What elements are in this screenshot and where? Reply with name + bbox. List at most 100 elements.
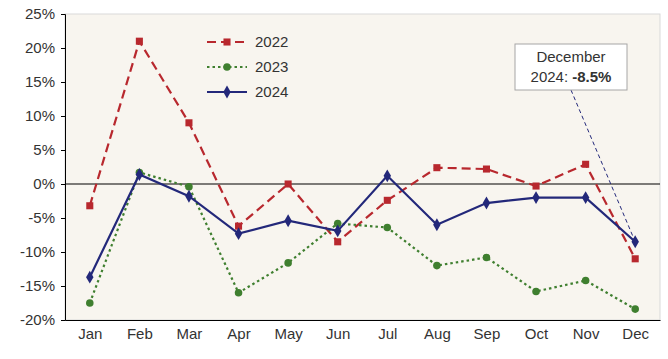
series-marker [582, 277, 590, 285]
x-tick-label: Jun [326, 325, 350, 342]
annotation-text: December [536, 48, 605, 65]
series-marker [433, 218, 440, 231]
x-axis-line [66, 320, 661, 321]
y-tick-mark [61, 286, 65, 287]
x-tick: Jul [378, 320, 397, 342]
x-tick: Sep [474, 320, 501, 342]
y-tick-label: 25% [25, 5, 55, 22]
x-tick-label: Nov [573, 325, 600, 342]
series-marker [185, 119, 192, 126]
series-marker [86, 271, 93, 284]
legend-label: 2023 [255, 58, 288, 75]
marks [86, 38, 639, 313]
x-tick-label: Jul [378, 325, 397, 342]
y-tick: 25% [25, 5, 65, 22]
x-tick-label: Jan [78, 325, 102, 342]
series-marker [384, 197, 391, 204]
series-marker [136, 168, 143, 181]
series-marker [631, 305, 639, 313]
x-tick: Oct [525, 320, 549, 342]
y-axis-line [61, 15, 66, 321]
y-tick-mark [61, 14, 65, 15]
y-tick-mark [61, 150, 65, 151]
y-tick-label: 10% [25, 107, 55, 124]
y-tick-label: -20% [20, 311, 55, 328]
legend-label: 2024 [255, 83, 288, 100]
series-marker [532, 191, 539, 204]
y-tick-mark [61, 218, 65, 219]
series-marker [384, 169, 391, 182]
x-tick-label: Sep [474, 325, 501, 342]
series-marker [384, 224, 392, 232]
y-tick-label: -15% [20, 277, 55, 294]
y-tick-mark [61, 184, 65, 185]
series-marker [86, 202, 93, 209]
x-tick: May [274, 320, 303, 342]
y-tick: -20% [20, 311, 65, 328]
series-marker [632, 255, 639, 262]
y-tick-mark [61, 48, 65, 49]
series-marker [582, 161, 589, 168]
y-tick: 15% [25, 73, 65, 90]
x-tick-label: Aug [424, 325, 451, 342]
series-line [90, 172, 635, 309]
legend-marker [223, 38, 230, 45]
y-tick: 0% [33, 175, 65, 192]
y-tick-mark [61, 116, 65, 117]
y-tick: -10% [20, 243, 65, 260]
series-marker [284, 214, 291, 227]
y-tick-mark [61, 82, 65, 83]
series-marker [334, 238, 341, 245]
legend: 2022 2023 2024 [207, 33, 288, 100]
series-marker [334, 224, 341, 237]
x-tick: Apr [227, 320, 250, 342]
y-tick-label: -10% [20, 243, 55, 260]
x-tick: Nov [573, 320, 600, 342]
series-marker [483, 197, 490, 210]
y-tick: 20% [25, 39, 65, 56]
x-axis: Jan Feb Mar Apr May Jun Jul Aug Sep Oct Nov Dec [66, 320, 661, 342]
chart: -20% -15% -10% -5% 0% 5% 10% 15% 20% 25% Jan Feb Mar… [0, 0, 668, 359]
y-tick: 10% [25, 107, 65, 124]
x-tick-label: May [274, 325, 303, 342]
x-tick-label: Dec [622, 325, 649, 342]
y-tick-label: 20% [25, 39, 55, 56]
series-marker [532, 288, 540, 296]
x-tick: Jun [326, 320, 350, 342]
series-line [90, 174, 635, 277]
series-marker [433, 164, 440, 171]
series-marker [582, 191, 589, 204]
series-marker [483, 166, 490, 173]
x-tick-label: Apr [227, 325, 250, 342]
annotation-pointer [571, 90, 635, 242]
x-tick-label: Mar [177, 325, 203, 342]
legend-marker [223, 63, 231, 71]
x-tick-label: Feb [127, 325, 153, 342]
legend-marker [223, 86, 230, 99]
series-marker [185, 183, 193, 191]
x-tick-label: Oct [525, 325, 549, 342]
y-tick-label: 5% [33, 141, 55, 158]
y-tick-label: -5% [28, 209, 55, 226]
series-line [90, 41, 635, 259]
annotation-text: 2024: -8.5% [531, 68, 612, 85]
legend-label: 2022 [255, 33, 288, 50]
series-marker [185, 190, 192, 203]
x-tick: Feb [127, 320, 153, 342]
series-marker [483, 254, 491, 262]
x-tick: Jan [78, 320, 102, 342]
series-marker [235, 289, 243, 297]
annotation-value: -8.5% [572, 68, 611, 85]
y-tick-mark [61, 320, 65, 321]
annotation: December 2024: -8.5% [515, 44, 635, 242]
y-tick-label: 15% [25, 73, 55, 90]
series-marker [86, 299, 94, 307]
x-tick: Dec [622, 320, 649, 342]
y-tick: -5% [28, 209, 65, 226]
y-tick-mark [61, 252, 65, 253]
y-tick: -15% [20, 277, 65, 294]
y-axis: -20% -15% -10% -5% 0% 5% 10% 15% 20% 25% [20, 5, 66, 328]
plot-area [65, 14, 660, 320]
series-marker [284, 259, 292, 267]
annotation-text-part: 2024: [531, 68, 573, 85]
